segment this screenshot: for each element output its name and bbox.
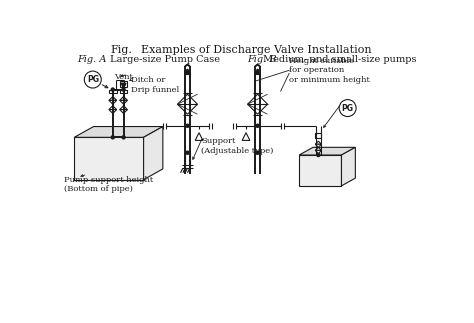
Polygon shape <box>120 106 128 109</box>
Bar <box>315 133 321 138</box>
Polygon shape <box>315 147 321 151</box>
Bar <box>109 89 117 93</box>
Polygon shape <box>247 94 267 114</box>
Circle shape <box>84 71 101 88</box>
Text: Height suitable
for operation
or minimum height: Height suitable for operation or minimum… <box>289 57 370 84</box>
Polygon shape <box>242 133 250 141</box>
Circle shape <box>256 151 259 154</box>
Polygon shape <box>315 151 321 153</box>
Text: PG: PG <box>342 104 354 112</box>
Text: Pump support height
(Bottom of pipe): Pump support height (Bottom of pipe) <box>64 176 154 193</box>
Polygon shape <box>120 97 128 100</box>
Polygon shape <box>120 100 128 104</box>
Circle shape <box>122 136 125 139</box>
Bar <box>120 89 128 93</box>
Polygon shape <box>315 141 321 144</box>
Polygon shape <box>109 109 117 113</box>
Polygon shape <box>109 100 117 104</box>
Text: Fig. A: Fig. A <box>77 55 107 64</box>
Bar <box>299 155 341 186</box>
Text: Examples of Discharge Valve Installation: Examples of Discharge Valve Installation <box>141 45 372 55</box>
Polygon shape <box>177 94 198 114</box>
Polygon shape <box>144 127 163 180</box>
Polygon shape <box>120 109 128 113</box>
Text: Fig.: Fig. <box>110 45 132 55</box>
Polygon shape <box>74 127 163 137</box>
Bar <box>120 81 127 87</box>
Circle shape <box>122 88 125 91</box>
Text: PG: PG <box>87 75 99 84</box>
Circle shape <box>111 88 114 91</box>
Circle shape <box>317 153 320 157</box>
Polygon shape <box>195 133 203 141</box>
Text: Medium- and small-size pumps: Medium- and small-size pumps <box>263 55 417 64</box>
Polygon shape <box>315 144 321 147</box>
Polygon shape <box>109 97 117 100</box>
Circle shape <box>256 124 259 127</box>
Circle shape <box>186 124 189 127</box>
Text: Ditch or
Drip funnel: Ditch or Drip funnel <box>131 77 180 94</box>
Polygon shape <box>341 147 356 186</box>
Circle shape <box>111 136 114 139</box>
Text: Large-size Pump Case: Large-size Pump Case <box>110 55 220 64</box>
Text: Support
(Adjustable type): Support (Adjustable type) <box>201 137 273 154</box>
Circle shape <box>186 151 189 154</box>
Circle shape <box>339 99 356 117</box>
Polygon shape <box>109 106 117 109</box>
Bar <box>74 137 144 180</box>
Text: Fig. B: Fig. B <box>247 55 276 64</box>
Polygon shape <box>299 147 356 155</box>
Text: Vent: Vent <box>114 73 133 81</box>
